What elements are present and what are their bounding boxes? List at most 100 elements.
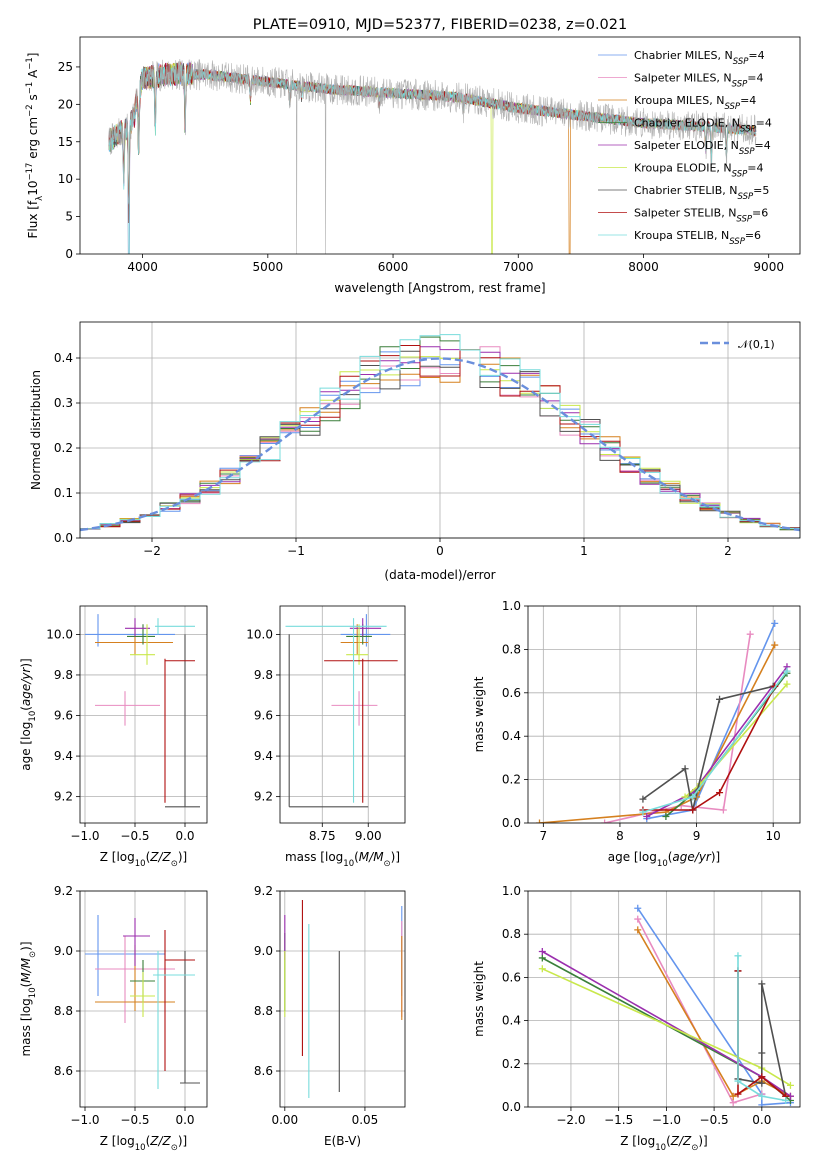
weight-marker (729, 1092, 737, 1100)
y-tick-label: 8.6 (54, 1064, 73, 1078)
y-tick-label: 9.2 (54, 884, 73, 898)
legend-label-kroupa-miles: Kroupa MILES, NSSP=4 (634, 94, 756, 112)
x-tick-label: −1.0 (652, 1113, 681, 1127)
weight-marker (734, 952, 742, 960)
errorbar-salpeter-elodie (125, 618, 150, 637)
observed-spectrum-line (108, 58, 757, 254)
x-tick-label: −2.0 (556, 1113, 585, 1127)
weight-series-salpeter-stelib (639, 682, 779, 814)
weight-series-chabrier-stelib (639, 682, 777, 814)
axis-frame (79, 605, 208, 824)
weight-marker (681, 765, 689, 773)
plot-area (85, 915, 200, 1089)
grid-lines (280, 890, 405, 1107)
errorbar-salpeter-stelib (324, 658, 398, 803)
errorbar-chabrier-elodie (127, 624, 155, 645)
errorbar-kroupa-miles (340, 624, 369, 655)
weight-marker (601, 819, 609, 823)
x-tick-label: 9.00 (355, 829, 382, 843)
y-tick-label: 0.2 (502, 1057, 521, 1071)
y-tick-label: 1.0 (502, 599, 521, 613)
x-tick-label: −1 (287, 544, 305, 558)
x-tick-label: 7000 (503, 260, 534, 274)
weight-series-kroupa-miles (535, 641, 779, 823)
x-axis-label: Z [log10(Z/Z⊙)] (100, 850, 188, 869)
errorbar-salpeter-miles (331, 691, 378, 726)
weight-marker (758, 1101, 766, 1107)
y-tick-label: 0.8 (502, 927, 521, 941)
y-tick-label: 9.0 (54, 944, 73, 958)
errorbar-chabrier-stelib (165, 634, 200, 808)
legend-label-kroupa-stelib: Kroupa STELIB, NSSP=6 (634, 229, 761, 247)
axis-frame (279, 890, 406, 1108)
errorbar-chabrier-miles (85, 614, 175, 647)
grid-lines (80, 606, 207, 823)
y-tick-label: 20 (58, 97, 73, 111)
plot-area (538, 904, 794, 1107)
legend-label-kroupa-elodie: Kroupa ELODIE, NSSP=4 (634, 162, 764, 180)
y-tick-label: 9.8 (54, 668, 73, 682)
errorbar-kroupa-stelib (155, 618, 195, 635)
y-tick-label: 0.4 (54, 351, 73, 365)
weight-marker (634, 915, 642, 923)
x-tick-label: 6000 (378, 260, 409, 274)
y-tick-label: 25 (58, 60, 73, 74)
y-axis-label: mass [log10(M/M⊙)] (19, 941, 38, 1056)
axes: 7 8 9 10 0.0 0.2 0.4 0.6 0.8 1.0 age [log10(age/yr… (472, 599, 801, 869)
y-axis-label: Flux [fλ10−17 erg cm−2 s−1 A−1] (25, 53, 45, 239)
x-tick-label: 1 (580, 544, 588, 558)
x-axis-label: mass [log10(M/M⊙)] (285, 850, 400, 869)
x-tick-label: 7 (540, 829, 548, 843)
y-tick-label: 1.0 (502, 884, 521, 898)
x-tick-label: 9 (693, 829, 701, 843)
axis-frame (79, 321, 801, 539)
axis-frame (527, 605, 801, 824)
plot-area (80, 334, 800, 538)
y-tick-label: 0 (65, 247, 73, 261)
x-axis-label: wavelength [Angstrom, rest frame] (334, 281, 545, 295)
weight-vs-metallicity-panel: −2.0 −1.5 −1.0 −0.5 0.0 0.0 0.2 0.4 0.6 0.8 1.0 Z [… (472, 884, 801, 1153)
x-tick-label: −2 (143, 544, 161, 558)
weight-marker (634, 926, 642, 934)
weight-marker (716, 695, 724, 703)
axis-frame (279, 605, 406, 824)
y-tick-label: 15 (58, 135, 73, 149)
axis-frame (79, 36, 801, 255)
x-tick-label: −0.5 (700, 1113, 729, 1127)
weight-marker (783, 680, 791, 688)
y-tick-label: 0.1 (54, 486, 73, 500)
plot-area (284, 900, 403, 1098)
y-tick-label: 0.0 (502, 816, 521, 830)
weight-marker (662, 812, 670, 820)
axes: −2.0 −1.5 −1.0 −0.5 0.0 0.0 0.2 0.4 0.6 0.8 1.0 Z [… (472, 884, 801, 1153)
weight-marker (689, 806, 697, 814)
axes: −1.0 −0.5 0.0 8.6 8.8 9.0 9.2 Z [log10(Z/Z⊙)] ma… (19, 884, 208, 1153)
legend-label-salpeter-stelib: Salpeter STELIB, NSSP=6 (634, 207, 768, 225)
grid-lines (80, 322, 800, 539)
grid-lines (280, 606, 405, 823)
spectrum-panel: 4000 5000 6000 7000 8000 9000 0 5 10 15 20 25 wavele… (25, 36, 801, 295)
y-tick-label: 0.3 (54, 396, 73, 410)
x-tick-label: 8000 (628, 260, 659, 274)
axes: −2 −1 0 1 2 0.0 0.1 0.2 0.3 0.4 (data-model)/error… (29, 321, 801, 582)
y-axis-label: Normed distribution (29, 370, 43, 490)
histogram-kroupa-stelib (80, 334, 800, 538)
errorbar-kroupa-elodie (130, 624, 155, 665)
errorbar-salpeter-elodie (349, 618, 382, 637)
y-tick-label: 9.2 (254, 884, 273, 898)
y-tick-label: 9.4 (254, 749, 273, 763)
axis-frame (79, 890, 208, 1108)
x-tick-label: 0.0 (752, 1113, 771, 1127)
residuals-panel: −2 −1 0 1 2 0.0 0.1 0.2 0.3 0.4 (data-model)/error… (29, 321, 801, 582)
weight-marker (639, 795, 647, 803)
y-tick-label: 0.4 (502, 729, 521, 743)
weight-marker (643, 812, 651, 820)
y-tick-label: 0.4 (502, 1014, 521, 1028)
x-tick-label: 9000 (753, 260, 784, 274)
legend-label-chabrier-stelib: Chabrier STELIB, NSSP=5 (634, 184, 769, 202)
mass-vs-extinction-panel: 0.00 0.05 8.6 8.8 9.0 9.2 E(B-V) (254, 884, 406, 1148)
weight-marker (734, 1090, 742, 1098)
plot-area (535, 619, 791, 823)
x-tick-label: 10 (766, 829, 781, 843)
y-tick-label: 10.0 (246, 627, 273, 641)
